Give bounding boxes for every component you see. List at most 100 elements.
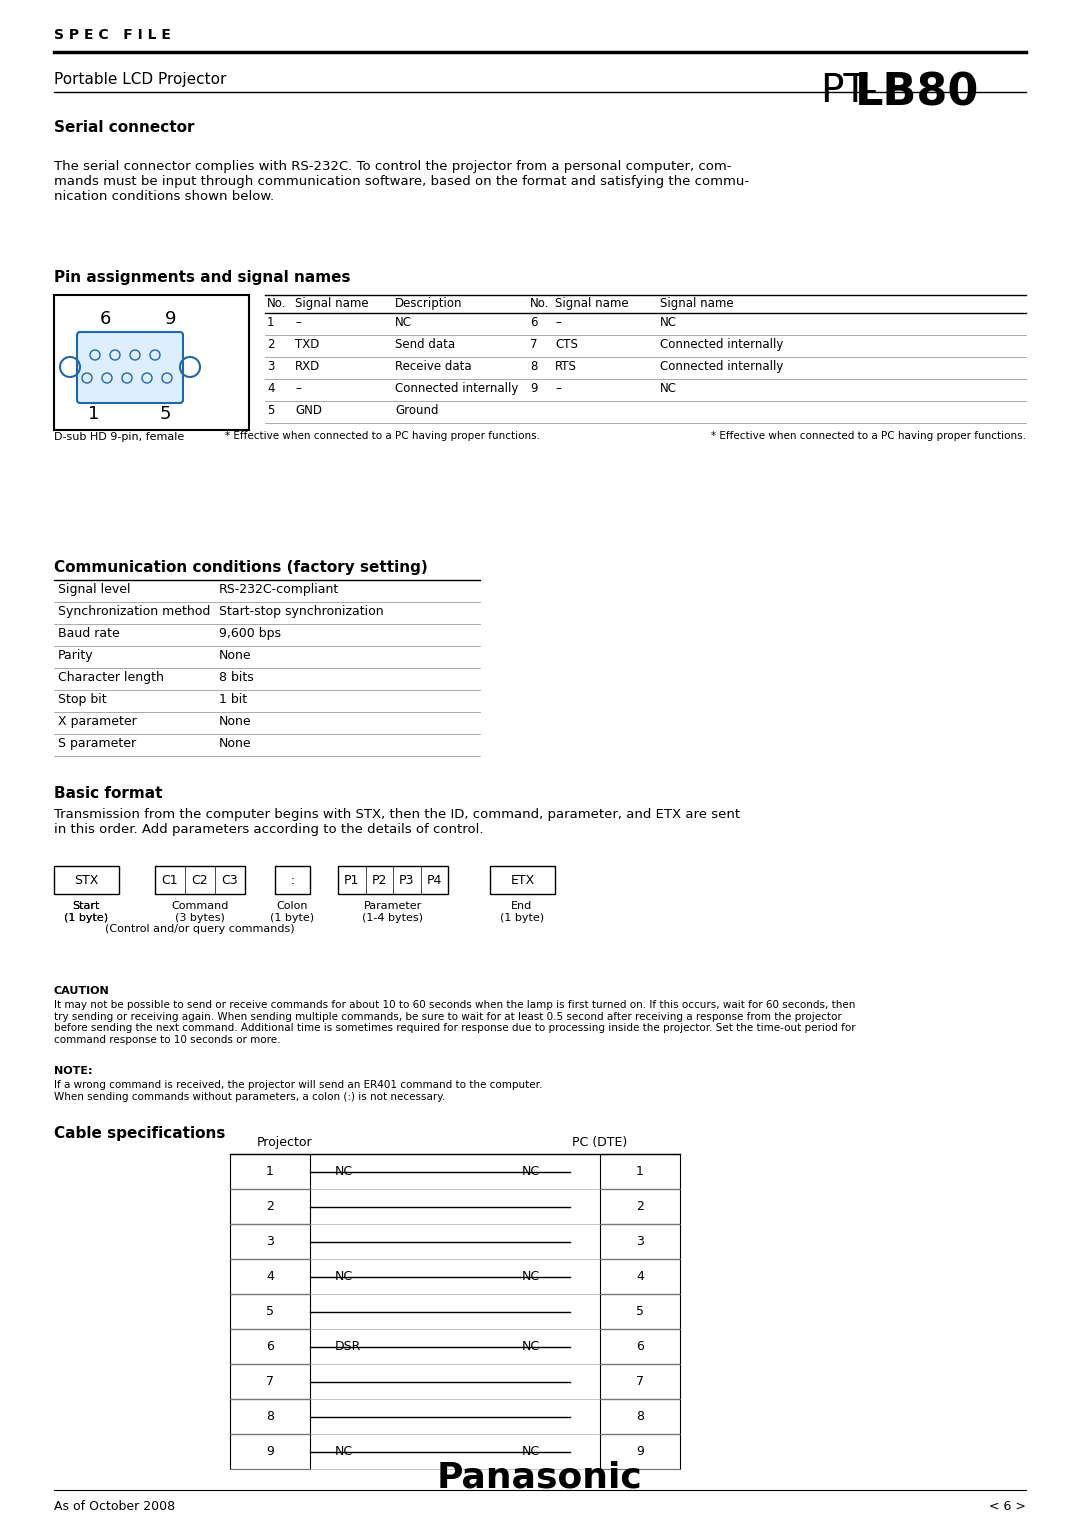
Text: Colon
(1 byte): Colon (1 byte) — [270, 901, 314, 922]
Text: 5: 5 — [160, 405, 172, 423]
Text: CTS: CTS — [555, 337, 578, 351]
Bar — [275, 866, 310, 893]
Text: 9: 9 — [636, 1445, 644, 1458]
Text: 4: 4 — [266, 1270, 274, 1283]
Text: Signal name: Signal name — [295, 296, 368, 310]
Text: * Effective when connected to a PC having proper functions.: * Effective when connected to a PC havin… — [711, 431, 1026, 441]
Text: 3: 3 — [636, 1235, 644, 1248]
Text: Parameter
(1-4 bytes): Parameter (1-4 bytes) — [363, 901, 423, 922]
Text: Start
(1 byte): Start (1 byte) — [64, 901, 108, 922]
Bar — [600, 1154, 680, 1190]
Bar — [230, 1399, 310, 1434]
Text: Start-stop synchronization: Start-stop synchronization — [219, 605, 383, 618]
Text: 1: 1 — [266, 1165, 274, 1177]
Text: S parameter: S parameter — [58, 738, 136, 750]
Text: CAUTION: CAUTION — [54, 986, 110, 996]
Text: 5: 5 — [636, 1306, 644, 1318]
Bar — [230, 1364, 310, 1399]
Text: Connected internally: Connected internally — [660, 360, 783, 373]
Text: ETX: ETX — [511, 873, 535, 887]
Text: Description: Description — [395, 296, 462, 310]
Text: RXD: RXD — [295, 360, 321, 373]
Text: STX: STX — [75, 873, 98, 887]
Text: –: – — [555, 382, 561, 395]
Bar — [230, 1190, 310, 1225]
Text: GND: GND — [295, 405, 322, 417]
Text: * Effective when connected to a PC having proper functions.: * Effective when connected to a PC havin… — [225, 431, 540, 441]
Text: 3: 3 — [266, 1235, 274, 1248]
Text: Projector: Projector — [257, 1136, 313, 1148]
Bar — [600, 1190, 680, 1225]
Text: Signal level: Signal level — [58, 583, 131, 596]
Bar — [230, 1258, 310, 1293]
Text: 1: 1 — [87, 405, 99, 423]
Text: NC: NC — [522, 1445, 540, 1458]
Text: NOTE:: NOTE: — [54, 1066, 93, 1077]
Text: 9: 9 — [530, 382, 538, 395]
Text: The serial connector complies with RS-232C. To control the projector from a pers: The serial connector complies with RS-23… — [54, 160, 750, 203]
Bar — [230, 1328, 310, 1364]
Text: Ground: Ground — [395, 405, 438, 417]
Bar — [600, 1434, 680, 1469]
Text: Transmission from the computer begins with STX, then the ID, command, parameter,: Transmission from the computer begins wi… — [54, 808, 740, 835]
Text: Connected internally: Connected internally — [660, 337, 783, 351]
Bar — [230, 1293, 310, 1328]
Text: 9,600 bps: 9,600 bps — [219, 628, 281, 640]
Text: Synchronization method: Synchronization method — [58, 605, 211, 618]
Text: Portable LCD Projector: Portable LCD Projector — [54, 72, 227, 87]
Bar — [230, 1225, 310, 1258]
Text: < 6 >: < 6 > — [989, 1500, 1026, 1513]
Text: Character length: Character length — [58, 670, 164, 684]
Text: 4: 4 — [636, 1270, 644, 1283]
Text: RS-232C-compliant: RS-232C-compliant — [219, 583, 339, 596]
Text: PC (DTE): PC (DTE) — [572, 1136, 627, 1148]
Text: DSR: DSR — [335, 1341, 362, 1353]
Text: Parity: Parity — [58, 649, 94, 663]
Text: NC: NC — [522, 1341, 540, 1353]
Text: P4: P4 — [427, 873, 442, 887]
Bar — [600, 1399, 680, 1434]
Text: NC: NC — [395, 316, 411, 328]
Text: NC: NC — [335, 1165, 353, 1177]
Text: –: – — [295, 316, 301, 328]
Text: Serial connector: Serial connector — [54, 121, 194, 134]
Text: None: None — [219, 738, 252, 750]
Text: Connected internally: Connected internally — [395, 382, 518, 395]
Text: C1: C1 — [162, 873, 178, 887]
Text: NC: NC — [660, 316, 677, 328]
Text: None: None — [219, 649, 252, 663]
Text: 8: 8 — [636, 1409, 644, 1423]
Text: End
(1 byte): End (1 byte) — [500, 901, 544, 922]
Text: 6: 6 — [100, 310, 111, 328]
Text: 8 bits: 8 bits — [219, 670, 254, 684]
Text: LB80: LB80 — [855, 72, 980, 115]
Text: P2: P2 — [372, 873, 387, 887]
Text: 1: 1 — [636, 1165, 644, 1177]
Text: Start
(1 byte): Start (1 byte) — [64, 901, 108, 922]
Text: Receive data: Receive data — [395, 360, 472, 373]
Text: X parameter: X parameter — [58, 715, 137, 728]
Text: TXD: TXD — [295, 337, 320, 351]
Text: 2: 2 — [267, 337, 274, 351]
Text: 9: 9 — [165, 310, 176, 328]
Bar — [230, 1434, 310, 1469]
Text: No.: No. — [267, 296, 286, 310]
Bar — [54, 866, 119, 893]
Bar — [600, 1258, 680, 1293]
Text: PT-: PT- — [820, 72, 878, 110]
Text: Stop bit: Stop bit — [58, 693, 107, 705]
Text: Baud rate: Baud rate — [58, 628, 120, 640]
Text: Command
(3 bytes)
(Control and/or query commands): Command (3 bytes) (Control and/or query … — [105, 901, 295, 935]
Bar — [54, 295, 249, 431]
FancyBboxPatch shape — [77, 331, 183, 403]
Text: Signal name: Signal name — [660, 296, 733, 310]
Text: Signal name: Signal name — [555, 296, 629, 310]
Bar — [490, 866, 555, 893]
Text: 1 bit: 1 bit — [219, 693, 247, 705]
Text: NC: NC — [335, 1445, 353, 1458]
Text: 8: 8 — [530, 360, 538, 373]
Text: As of October 2008: As of October 2008 — [54, 1500, 175, 1513]
Bar — [338, 866, 448, 893]
Text: 7: 7 — [266, 1374, 274, 1388]
Text: 4: 4 — [267, 382, 274, 395]
